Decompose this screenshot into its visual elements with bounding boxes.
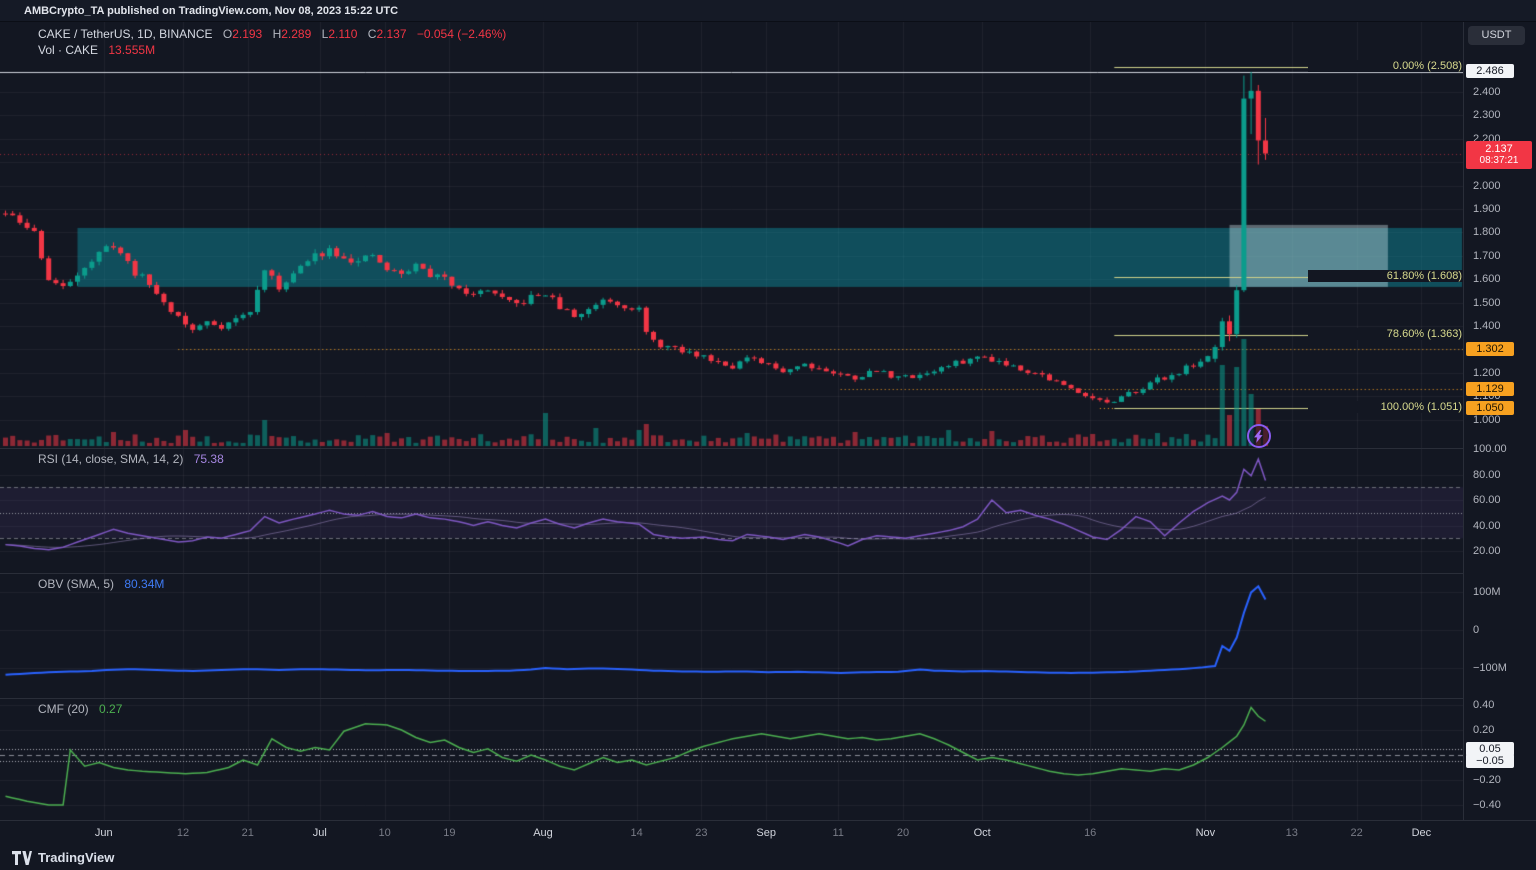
time-tick-label: Nov xyxy=(1195,827,1216,839)
fib-level-label: 100.00% (1.051) xyxy=(1308,400,1466,413)
obv-title: OBV (SMA, 5) xyxy=(38,577,115,591)
lightning-bolt-glyph xyxy=(1254,429,1263,443)
time-tick-label: 16 xyxy=(1084,827,1097,839)
time-tick-label: 19 xyxy=(443,827,456,839)
high-label: H xyxy=(272,27,282,41)
change-value: −0.054 (−2.46%) xyxy=(416,27,507,41)
price-tick-label: 2.400 xyxy=(1473,86,1501,98)
obv-value: 80.34M xyxy=(124,577,165,591)
time-tick-label: 22 xyxy=(1350,827,1363,839)
cmf-value: 0.27 xyxy=(99,702,123,716)
price-level-label: 1.050 xyxy=(1466,400,1514,415)
rsi-value: 75.38 xyxy=(193,452,224,466)
rsi-title: RSI (14, close, SMA, 14, 2) xyxy=(38,452,184,466)
pane-separator[interactable] xyxy=(0,573,1536,574)
open-label: O xyxy=(222,27,233,41)
currency-button[interactable]: USDT xyxy=(1468,26,1525,45)
rsi-tick-label: 20.00 xyxy=(1473,545,1501,557)
price-tick-label: 1.600 xyxy=(1473,273,1501,286)
time-tick-label: 10 xyxy=(378,827,391,839)
time-axis[interactable]: Jun 12 21 Jul 10 19 Aug 14 23 Sep 11 20 Oct 16 Nov 13 22… xyxy=(0,820,1536,846)
obv-tick-label: 100M xyxy=(1473,586,1501,598)
volume-value: 13.555M xyxy=(108,43,156,57)
rsi-tick-label: 40.00 xyxy=(1473,519,1501,532)
time-tick-label: 14 xyxy=(630,827,643,839)
time-tick-label: Jun xyxy=(94,827,113,839)
close-value: 2.137 xyxy=(376,27,407,41)
cmf-title: CMF (20) xyxy=(38,702,89,716)
high-price-label: 2.486 xyxy=(1466,63,1514,78)
price-tick-label: 1.500 xyxy=(1473,296,1501,309)
price-tick-label: 2.000 xyxy=(1473,179,1501,192)
high-value: 2.289 xyxy=(281,27,312,41)
rsi-tick-label: 100.00 xyxy=(1473,443,1507,455)
low-label: L xyxy=(321,27,329,41)
price-tick-label: 2.300 xyxy=(1473,109,1501,122)
volume-label: Vol · CAKE xyxy=(38,43,99,57)
fib-level-label: 0.00% (2.508) xyxy=(1308,59,1466,72)
time-tick-label: Aug xyxy=(533,827,553,839)
price-tick-label: 1.700 xyxy=(1473,249,1501,262)
cmf-tick-label: −0.40 xyxy=(1473,799,1501,811)
time-tick-label: 11 xyxy=(832,827,844,839)
cmf-tick-label: 0.40 xyxy=(1473,699,1495,711)
time-tick-label: Dec xyxy=(1411,827,1432,839)
cmf-legend[interactable]: CMF (20) 0.27 xyxy=(38,702,122,716)
chart-canvas[interactable] xyxy=(0,22,1463,820)
price-level-label: 1.129 xyxy=(1466,382,1514,397)
pane-separator[interactable] xyxy=(0,698,1536,699)
cmf-tick-label: 0.20 xyxy=(1473,724,1495,736)
obv-tick-label: 0 xyxy=(1473,624,1480,636)
tradingview-logo-icon xyxy=(12,850,32,865)
lightning-icon[interactable] xyxy=(1247,424,1271,448)
time-tick-label: 23 xyxy=(695,827,708,839)
last-price-label: 2.137 08:37:21 xyxy=(1466,140,1532,169)
price-tick-label: 1.800 xyxy=(1473,226,1501,239)
price-tick-label: 1.200 xyxy=(1473,366,1501,379)
time-tick-label: 13 xyxy=(1285,827,1298,839)
symbol-legend[interactable]: CAKE / TetherUS, 1D, BINANCE O2.193 H2.2… xyxy=(38,27,506,41)
time-tick-label: Sep xyxy=(756,827,776,839)
price-axis[interactable]: USDT 2.486 2.137 08:37:21 2.400 2.300 2.20… xyxy=(1463,22,1536,820)
time-tick-label: 21 xyxy=(241,827,254,839)
cmf-level-label: 0.05 xyxy=(1466,741,1514,756)
time-tick-label: 20 xyxy=(896,827,910,839)
publisher-line: AMBCrypto_TA published on TradingView.co… xyxy=(0,0,1536,22)
footer-brand-text: TradingView xyxy=(38,850,115,865)
footer-brand[interactable]: TradingView xyxy=(12,845,412,870)
low-value: 2.110 xyxy=(328,27,358,41)
price-tick-label: 1.900 xyxy=(1473,203,1501,215)
rsi-tick-label: 60.00 xyxy=(1473,494,1501,506)
price-tick-label: 1.000 xyxy=(1473,413,1501,426)
price-level-label: 1.302 xyxy=(1466,341,1514,356)
rsi-legend[interactable]: RSI (14, close, SMA, 14, 2) 75.38 xyxy=(38,452,224,466)
price-tick-label: 1.400 xyxy=(1473,320,1501,332)
last-price-value: 2.137 xyxy=(1485,142,1513,155)
close-label: C xyxy=(367,27,377,41)
fib-level-label: 78.60% (1.363) xyxy=(1308,327,1466,340)
rsi-tick-label: 80.00 xyxy=(1473,468,1501,481)
time-tick-label: 12 xyxy=(176,827,190,839)
fib-level-label: 61.80% (1.608) xyxy=(1308,270,1466,283)
bar-countdown: 08:37:21 xyxy=(1479,154,1519,166)
obv-tick-label: −100M xyxy=(1473,662,1507,674)
cmf-level-label: −0.05 xyxy=(1466,754,1514,769)
symbol-title[interactable]: CAKE / TetherUS, 1D, BINANCE xyxy=(38,27,213,41)
obv-legend[interactable]: OBV (SMA, 5) 80.34M xyxy=(38,577,164,591)
pane-separator[interactable] xyxy=(0,448,1536,449)
open-value: 2.193 xyxy=(232,27,263,41)
time-tick-label: Jul xyxy=(312,827,327,839)
time-tick-label: Oct xyxy=(973,827,991,839)
cmf-tick-label: −0.20 xyxy=(1473,774,1501,786)
volume-legend[interactable]: Vol · CAKE 13.555M xyxy=(38,43,155,57)
